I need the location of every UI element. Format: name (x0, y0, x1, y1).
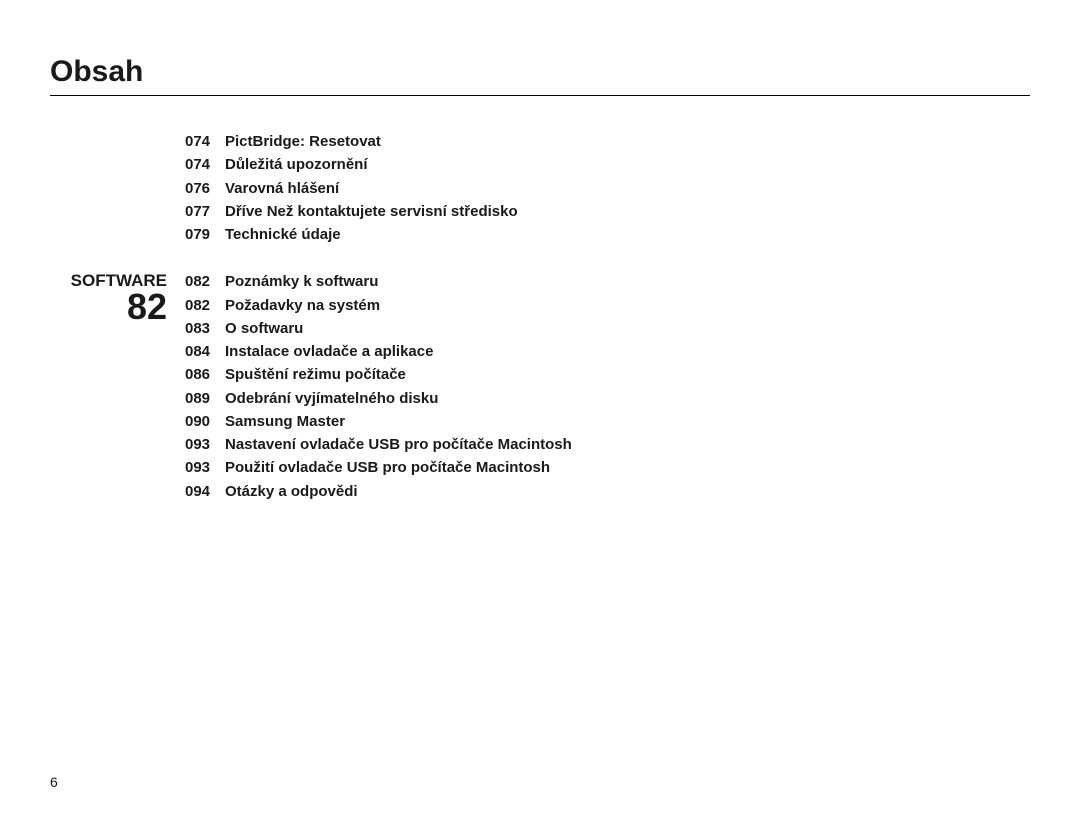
toc-entry-title: Technické údaje (225, 223, 585, 246)
toc-entry: 093Nastavení ovladače USB pro počítače M… (185, 433, 1030, 456)
toc-entry: 074Důležitá upozornění (185, 153, 1030, 176)
toc-entry-page: 082 (185, 270, 225, 293)
toc-entry-title: Samsung Master (225, 410, 585, 433)
document-page: Obsah 074PictBridge: Resetovat074Důležit… (0, 0, 1080, 815)
toc-entry-page: 076 (185, 177, 225, 200)
toc-entry: 082Poznámky k softwaru (185, 270, 1030, 293)
toc-entry-title: Varovná hlášení (225, 177, 585, 200)
toc-entry-page: 077 (185, 200, 225, 223)
toc-entry-page: 090 (185, 410, 225, 433)
toc-entry-title: Důležitá upozornění (225, 153, 585, 176)
toc-entry-page: 083 (185, 317, 225, 340)
toc-entry-title: Instalace ovladače a aplikace (225, 340, 585, 363)
toc-entry: 090Samsung Master (185, 410, 1030, 433)
toc-entry: 083O softwaru (185, 317, 1030, 340)
toc-entry: 086Spuštění režimu počítače (185, 363, 1030, 386)
toc-entry-title: Spuštění režimu počítače (225, 363, 585, 386)
toc-entry: 093Použití ovladače USB pro počítače Mac… (185, 456, 1030, 479)
toc-entry-page: 094 (185, 480, 225, 503)
section-number: 82 (50, 289, 167, 325)
page-number: 6 (50, 774, 58, 790)
toc-entry-page: 093 (185, 433, 225, 456)
toc-entry: 077Dříve Než kontaktujete servisní střed… (185, 200, 1030, 223)
toc-entry-page: 074 (185, 130, 225, 153)
toc-entry-title: Dříve Než kontaktujete servisní středisk… (225, 200, 585, 223)
toc-entry-title: Otázky a odpovědi (225, 480, 585, 503)
toc-entry-title: Požadavky na systém (225, 294, 585, 317)
toc-entry-page: 093 (185, 456, 225, 479)
toc-entry: 079Technické údaje (185, 223, 1030, 246)
toc-entry-title: PictBridge: Resetovat (225, 130, 585, 153)
toc-entries: 074PictBridge: Resetovat074Důležitá upoz… (185, 130, 1030, 246)
toc-entry: 084Instalace ovladače a aplikace (185, 340, 1030, 363)
toc-section: SOFTWARE82082Poznámky k softwaru082Požad… (50, 270, 1030, 527)
toc-entry-page: 082 (185, 294, 225, 317)
toc-entries: 082Poznámky k softwaru082Požadavky na sy… (185, 270, 1030, 503)
toc-entry-page: 086 (185, 363, 225, 386)
toc-entry-title: O softwaru (225, 317, 585, 340)
toc-entry-page: 084 (185, 340, 225, 363)
toc-entry-title: Nastavení ovladače USB pro počítače Maci… (225, 433, 585, 456)
toc-entry-title: Odebrání vyjímatelného disku (225, 387, 585, 410)
toc-entry: 082Požadavky na systém (185, 294, 1030, 317)
toc-entry: 094Otázky a odpovědi (185, 480, 1030, 503)
toc-entry: 076Varovná hlášení (185, 177, 1030, 200)
toc-section: 074PictBridge: Resetovat074Důležitá upoz… (50, 130, 1030, 270)
toc-entry-title: Poznámky k softwaru (225, 270, 585, 293)
toc-content: 074PictBridge: Resetovat074Důležitá upoz… (50, 130, 1030, 527)
toc-entry-page: 074 (185, 153, 225, 176)
page-title: Obsah (50, 55, 1030, 96)
toc-entry-page: 089 (185, 387, 225, 410)
toc-entry-page: 079 (185, 223, 225, 246)
toc-entry: 089Odebrání vyjímatelného disku (185, 387, 1030, 410)
toc-entry-title: Použití ovladače USB pro počítače Macint… (225, 456, 585, 479)
section-header: SOFTWARE82 (50, 270, 185, 325)
toc-entry: 074PictBridge: Resetovat (185, 130, 1030, 153)
